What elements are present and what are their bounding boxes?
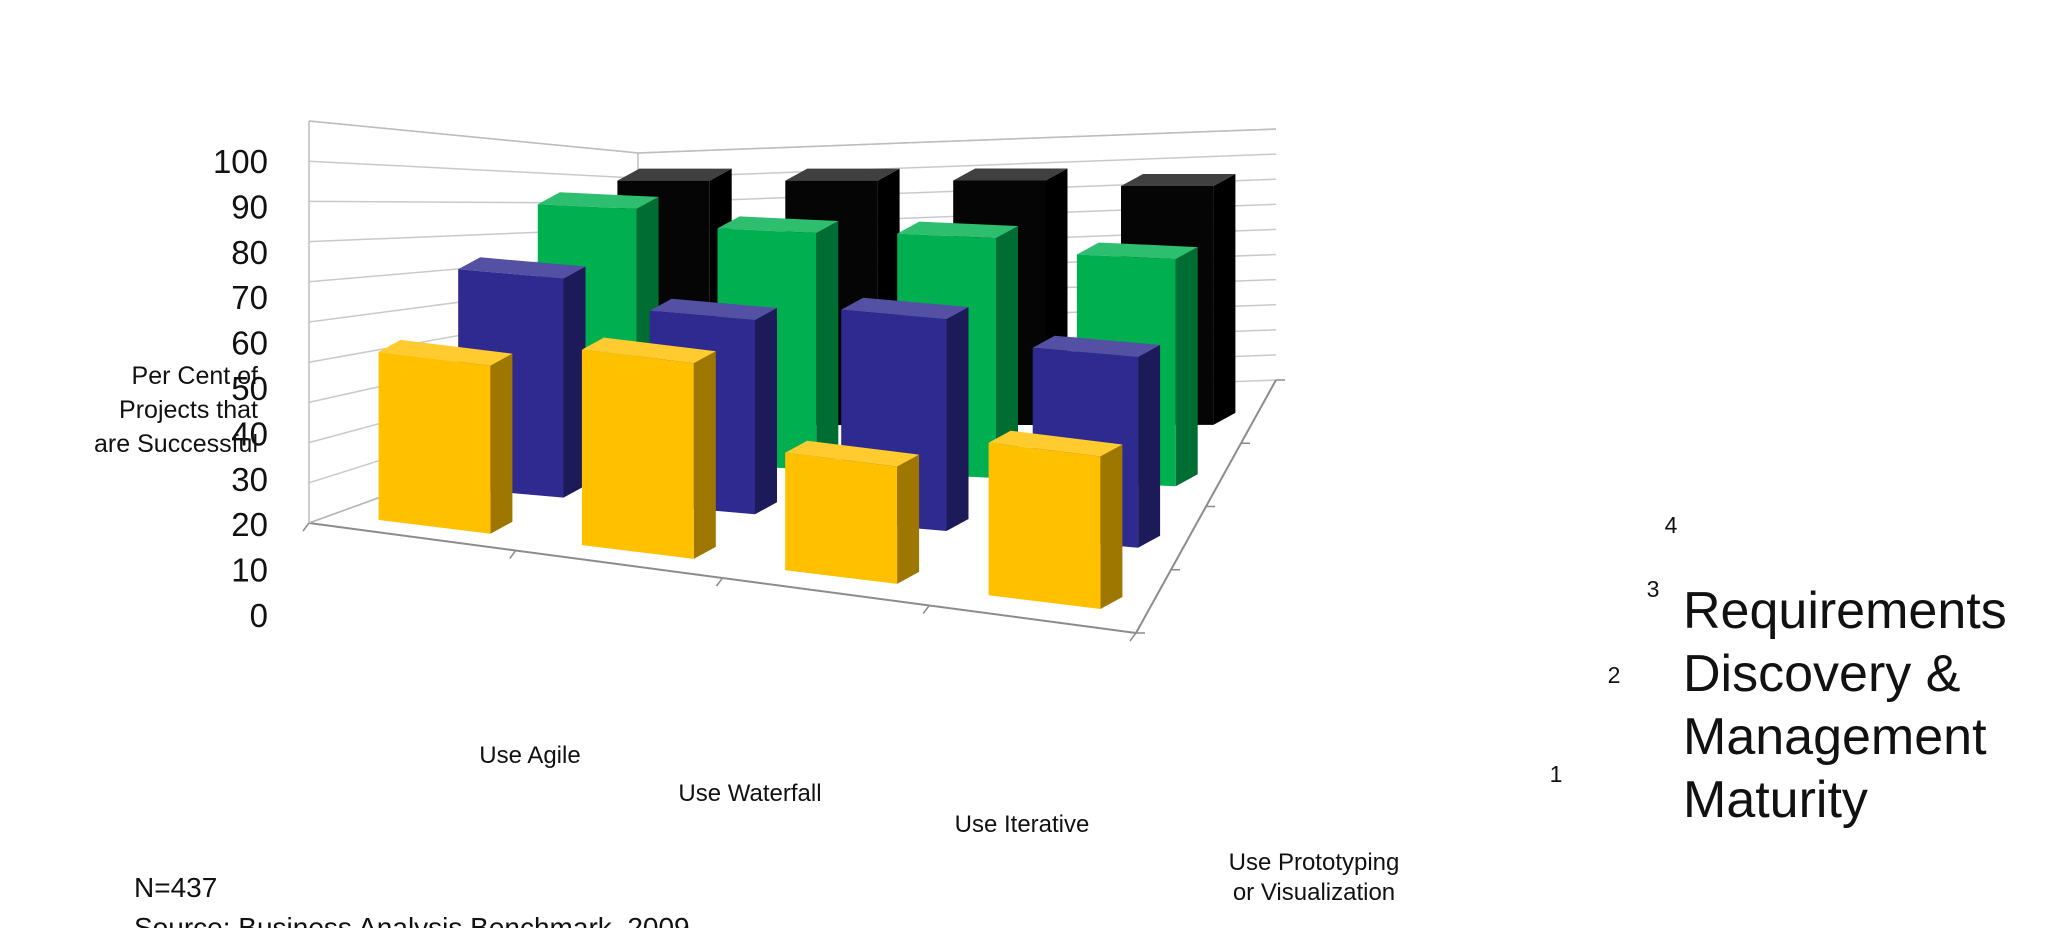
bar-top-face [537,192,659,209]
bar-top-face [649,298,777,320]
y-axis-label: Per Cent of [132,362,259,390]
bar-front-face [785,452,898,584]
bar-side-face [1138,344,1161,548]
y-tick-label: 0 [250,597,268,634]
bar-top-face [953,168,1068,181]
bar-top-face [785,440,920,467]
depth-tick-label: 3 [1647,576,1660,602]
bar-side-face [1100,444,1123,609]
bar-top-face [717,216,839,233]
wall-edge [637,128,1277,154]
bar-side-face [996,226,1018,478]
bar-top-face [897,221,1018,239]
side-wall-gridline [308,160,639,179]
bar-1-2 [581,337,716,559]
bar-side-face [946,307,969,531]
bar-top-face [581,337,716,364]
category-tick-mark [1129,632,1137,642]
y-tick-label: 60 [231,325,268,362]
y-tick-label: 100 [213,143,268,180]
bar-side-face [755,307,777,515]
category-label: Use Prototyping [1229,849,1400,876]
category-label: Use Agile [479,742,580,769]
bar-top-face [988,430,1123,457]
bar-side-face [1175,247,1198,487]
category-label: or Visualization [1233,879,1395,906]
bar-side-face [490,353,513,534]
category-tick-mark [922,605,930,614]
depth-tick-label: 1 [1550,761,1563,787]
bar-top-face [1121,174,1236,186]
bar-top-face [1032,335,1161,357]
category-tick-mark [509,550,517,559]
y-tick-label: 10 [231,552,268,589]
bar-1-3 [785,440,920,584]
bar-side-face [563,266,586,498]
sample-size-note: N=437 [134,872,217,903]
depth-axis-title: Discovery & [1683,645,1960,703]
y-tick-label: 70 [231,279,268,316]
bar-side-face [1213,174,1236,425]
y-tick-label: 40 [231,415,268,452]
depth-tick-label: 2 [1608,662,1621,688]
bar-1-1 [378,339,513,534]
source-note: Source: Business Analysis Benchmark, 200… [134,912,690,928]
chart-bars [378,168,1236,609]
bar-front-face [581,349,694,559]
wall-edge [308,120,639,154]
depth-tick-label: 4 [1665,512,1678,538]
depth-axis-title: Management [1683,708,1987,766]
bar-front-face [378,351,491,534]
back-wall-gridline [637,153,1277,179]
bar-top-face [458,257,586,279]
depth-axis-title: Requirements [1683,582,2007,640]
bar-top-face [378,339,513,366]
category-tick-mark [715,577,724,587]
bar-side-face [693,351,716,559]
bar-side-face [897,454,920,584]
y-axis-label: Projects that [119,396,258,424]
bar-top-face [785,168,900,181]
y-tick-label: 80 [231,234,268,271]
y-tick-label: 50 [231,370,268,407]
category-tick-mark [302,522,310,532]
category-label: Use Iterative [955,811,1090,838]
depth-axis-title: Maturity [1683,771,1868,829]
bar-1-4 [988,430,1123,609]
bar-side-face [816,221,839,470]
y-tick-label: 90 [231,188,268,225]
bar-top-face [1076,242,1198,260]
bar-front-face [988,442,1101,609]
y-axis-label: are Successful [94,430,258,458]
category-label: Use Waterfall [678,780,821,807]
bar-top-face [841,297,969,319]
y-tick-label: 20 [231,506,268,543]
bar-top-face [617,168,732,181]
y-tick-label: 30 [231,461,268,498]
